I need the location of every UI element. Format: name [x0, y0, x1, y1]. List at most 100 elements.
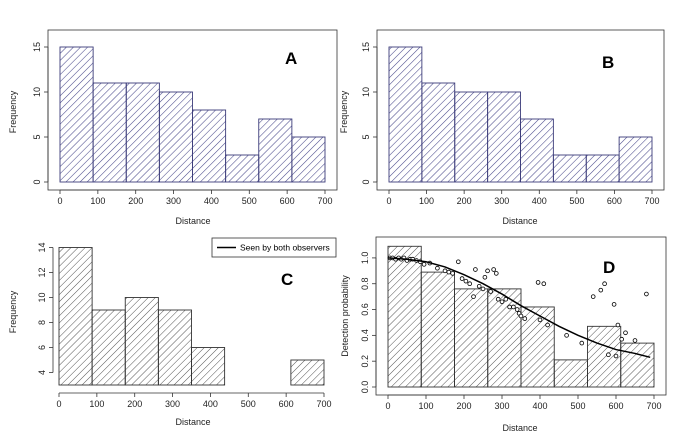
panel-d-y-tick-label: 0.2 — [360, 355, 370, 368]
panel-c: 0 100 200 300 400 500 600 700 4 6 8 10 12 14 Distance… — [8, 237, 337, 427]
panel-d-point — [598, 287, 604, 293]
panel-d-point — [485, 268, 490, 274]
panel-c-y-tick-label: 8 — [37, 320, 47, 325]
panel-d-x-tick-label: 500 — [570, 401, 585, 411]
panel-b-bar — [454, 91, 489, 183]
panel-c-letter: C — [281, 270, 293, 289]
panel-a-y-tick-label: 10 — [32, 87, 42, 97]
panel-a: 0 100 200 300 400 500 600 700 0 5 10 15 Distance Fr… — [8, 29, 338, 226]
panel-c-y-tick-label: 6 — [37, 345, 47, 350]
panel-b: 0 100 200 300 400 500 600 700 0 5 10 15 Distance Fr… — [339, 29, 665, 226]
panel-d: 0 100 200 300 400 500 600 700 0.0 0.2 0.4 0.6 0.8 1.0… — [340, 236, 667, 433]
panel-c-axes: 0 100 200 300 400 500 600 700 4 6 8 10 12 14 — [37, 242, 332, 409]
panel-d-point — [503, 296, 509, 302]
panel-d-y-tick-label: 0.4 — [360, 329, 370, 342]
panel-d-y-tick-label: 0.8 — [360, 277, 370, 290]
panel-c-y-tick-label: 10 — [37, 292, 47, 302]
panel-a-x-tick-label: 700 — [317, 196, 332, 206]
panel-b-x-tick-label: 400 — [532, 196, 547, 206]
panel-c-x-tick-label: 300 — [165, 399, 180, 409]
panel-b-bar — [487, 91, 521, 183]
panel-d-point — [455, 259, 461, 265]
panel-a-bar — [225, 154, 260, 183]
panel-b-xlabel: Distance — [502, 216, 537, 226]
panel-d-point — [473, 267, 478, 272]
panel-d-point — [507, 304, 512, 310]
panel-d-point — [480, 286, 486, 292]
panel-d-point — [421, 262, 427, 267]
panel-d-point — [522, 316, 528, 321]
panel-c-x-tick-label: 400 — [203, 399, 218, 409]
panel-b-bar — [520, 118, 554, 183]
panel-d-point — [459, 276, 465, 281]
panel-a-ylabel: Frequency — [8, 90, 18, 133]
panel-d-point — [488, 289, 493, 294]
panel-d-bar — [553, 359, 588, 388]
panel-c-xlabel: Distance — [175, 417, 210, 427]
panel-c-bar — [290, 359, 325, 386]
panel-c-bar — [157, 309, 192, 386]
panel-c-bars — [58, 247, 325, 386]
panel-d-x-tick-label: 0 — [385, 401, 390, 411]
legend-box — [211, 237, 337, 258]
panel-d-point — [435, 265, 440, 271]
panel-d-point — [491, 267, 496, 272]
panel-b-x-tick-label: 300 — [494, 196, 509, 206]
panel-d-point — [611, 302, 617, 307]
panel-d-letter: D — [603, 258, 615, 277]
panel-d-point — [471, 294, 476, 299]
panel-d-bars — [387, 245, 655, 388]
panel-d-point — [541, 281, 547, 287]
panel-d-curve — [387, 257, 651, 359]
panel-c-ylabel: Frequency — [8, 290, 18, 333]
panel-a-xlabel: Distance — [175, 216, 210, 226]
panel-d-point — [564, 333, 569, 338]
panel-d-point — [446, 269, 452, 275]
panel-a-bar — [125, 82, 160, 183]
panel-b-y-tick-label: 15 — [361, 42, 371, 52]
panel-d-bar — [420, 271, 455, 388]
panel-d-axes: 0 100 200 300 400 500 600 700 0.0 0.2 0.4 0.6 0.8 1.0 — [360, 236, 667, 411]
panel-d-point — [442, 268, 448, 274]
panel-d-point — [590, 294, 596, 299]
panel-c-x-tick-label: 500 — [241, 399, 256, 409]
panel-d-point — [495, 296, 501, 302]
panel-c-legend: Seen by both observers — [211, 237, 337, 258]
panel-d-point — [632, 338, 638, 343]
panel-a-bar — [291, 136, 326, 183]
panel-d-bar — [454, 288, 489, 388]
panel-a-letter: A — [285, 49, 297, 68]
panel-c-x-tick-label: 200 — [127, 399, 142, 409]
panel-d-point — [463, 278, 469, 284]
panel-b-y-tick-label: 0 — [361, 179, 371, 184]
panel-a-bar — [59, 46, 94, 183]
panel-d-point — [623, 330, 628, 336]
panel-c-y-tick-label: 4 — [37, 370, 47, 375]
panel-b-bars — [388, 46, 653, 183]
panel-a-bar — [92, 82, 127, 183]
panel-d-point — [493, 271, 499, 276]
legend-label: Seen by both observers — [240, 243, 330, 253]
panel-d-point — [537, 317, 543, 323]
panel-a-x-tick-label: 300 — [166, 196, 181, 206]
panel-d-xlabel: Distance — [502, 423, 537, 433]
panel-d-x-tick-label: 700 — [646, 401, 661, 411]
panel-a-y-tick-label: 15 — [32, 42, 42, 52]
panel-b-bar — [585, 154, 620, 183]
panel-d-y-tick-label: 1.0 — [360, 252, 370, 265]
panel-b-x-tick-label: 500 — [569, 196, 584, 206]
panel-d-x-tick-label: 400 — [532, 401, 547, 411]
panel-a-bars — [59, 46, 326, 183]
panel-a-bar — [192, 109, 227, 183]
panel-d-point — [606, 352, 611, 358]
panel-d-point — [499, 299, 505, 305]
panel-d-ylabel: Detection probability — [340, 275, 350, 357]
panel-d-x-tick-label: 600 — [608, 401, 623, 411]
panel-d-point — [602, 281, 607, 287]
panel-d-point — [644, 291, 649, 297]
panel-c-bar — [58, 247, 93, 386]
panel-b-bar — [421, 82, 456, 183]
panel-d-x-tick-label: 200 — [456, 401, 471, 411]
panel-d-point — [535, 280, 541, 285]
panel-b-y-tick-label: 10 — [361, 87, 371, 97]
